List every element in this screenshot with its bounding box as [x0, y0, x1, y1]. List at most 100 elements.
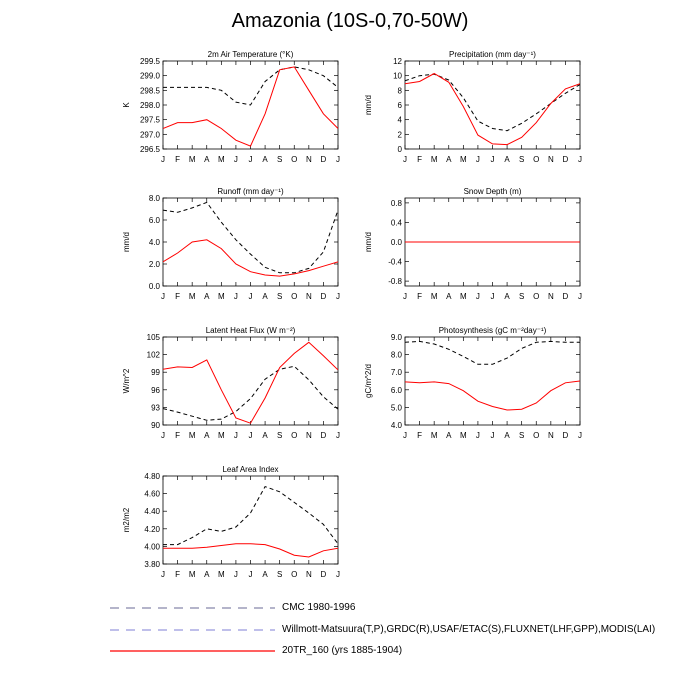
panel-1-ytick-label: 296.5: [140, 145, 161, 154]
panel-3-xtick-label: F: [175, 292, 180, 301]
panel-2-ytick-label: 10: [393, 72, 402, 81]
panel-7-ytick-label: 4.60: [144, 490, 160, 499]
panel-3-xtick-label: D: [321, 292, 327, 301]
panel-3-ytick-label: 6.0: [149, 216, 161, 225]
panel-7-ytick-label: 4.40: [144, 507, 160, 516]
panel-1-xtick-label: A: [262, 155, 268, 164]
panel-6-xtick-label: M: [431, 431, 438, 440]
panel-7-xtick-label: J: [234, 570, 238, 579]
panel-1-ytick-label: 299.5: [140, 57, 161, 66]
panel-2-xtick-label: F: [417, 155, 422, 164]
panel-4-xtick-label: A: [504, 292, 510, 301]
panel-4-xtick-label: A: [446, 292, 452, 301]
panel-4-xtick-label: M: [431, 292, 438, 301]
panel-6-title: Photosynthesis (gC m⁻²day⁻¹): [439, 326, 547, 335]
panel-4-xtick-label: J: [491, 292, 495, 301]
figure-title: Amazonia (10S-0,70-50W): [231, 10, 469, 32]
panel-2-xtick-label: J: [403, 155, 407, 164]
panel-3-xtick-label: J: [161, 292, 165, 301]
panel-3-frame: [162, 197, 339, 287]
panel-1-xtick-label: F: [175, 155, 180, 164]
panel-1-xtick-label: J: [161, 155, 165, 164]
panel-3-ytick-label: 0.0: [149, 282, 161, 291]
panel-7-ylabel: m2/m2: [122, 507, 131, 532]
panel-3-xtick-label: O: [291, 292, 297, 301]
panel-7-series-model: [163, 543, 338, 558]
legend-label-observations: Willmott-Matsuura(T,P),GRDC(R),USAF/ETAC…: [282, 624, 656, 635]
panel-3-xtick-label: M: [218, 292, 225, 301]
panel-7-ytick-label: 4.80: [144, 472, 160, 481]
panel-4-xtick-label: J: [578, 292, 582, 301]
panel-6-xtick-label: O: [533, 431, 539, 440]
charts-canvas: 2m Air Temperature (°K)296.5297.0297.529…: [122, 50, 582, 579]
legend-swatch-observations: [110, 629, 275, 631]
panel-6-ytick-label: 8.0: [391, 351, 403, 360]
panel-2-ytick-label: 12: [393, 57, 402, 66]
panel-4-xtick-label: O: [533, 292, 539, 301]
panel-3-ytick-label: 8.0: [149, 194, 161, 203]
panel-7-series-observed: [163, 485, 338, 546]
panel-3-ytick-label: 4.0: [149, 238, 161, 247]
panel-6-xtick-label: J: [491, 431, 495, 440]
panel-3-xtick-label: S: [277, 292, 282, 301]
panel-1-xtick-label: N: [306, 155, 312, 164]
panel-6-xtick-label: A: [446, 431, 452, 440]
panel-1-xtick-label: J: [336, 155, 340, 164]
panel-6-ytick-label: 7.0: [391, 368, 403, 377]
panel-6-xtick-label: M: [460, 431, 467, 440]
panel-5-ytick-label: 102: [147, 351, 161, 360]
panel-3-xtick-label: N: [306, 292, 312, 301]
panel-2-xtick-label: M: [460, 155, 467, 164]
panel-5-title: Latent Heat Flux (W m⁻²): [206, 326, 296, 335]
panel-2-title: Precipitation (mm day⁻¹): [449, 50, 536, 59]
panel-2-xtick-label: S: [519, 155, 524, 164]
panel-7-xtick-label: D: [321, 570, 327, 579]
panel-2-ytick-label: 6: [398, 101, 403, 110]
legend-label-model: 20TR_160 (yrs 1885-1904): [282, 645, 403, 656]
panel-2-xtick-label: N: [548, 155, 554, 164]
panel-4-xtick-label: N: [548, 292, 554, 301]
panel-6-series-observed: [405, 340, 580, 365]
panel-6-ytick-label: 9.0: [391, 333, 403, 342]
panel-2-xtick-label: D: [563, 155, 569, 164]
panel-3-ytick-label: 2.0: [149, 260, 161, 269]
panel-7-ytick-label: 4.00: [144, 542, 160, 551]
panel-4-xtick-label: D: [563, 292, 569, 301]
panel-2-xtick-label: A: [504, 155, 510, 164]
panel-3-title: Runoff (mm day⁻¹): [217, 187, 284, 196]
panel-7-title: Leaf Area Index: [222, 465, 278, 474]
panel-4-ytick-label: 0.0: [391, 238, 403, 247]
panel-7-xtick-label: O: [291, 570, 297, 579]
panel-6-xtick-label: S: [519, 431, 524, 440]
panel-4-title: Snow Depth (m): [464, 187, 522, 196]
panel-3-series-model: [163, 239, 338, 277]
panel-6-xtick-label: A: [504, 431, 510, 440]
panel-7-xtick-label: A: [204, 570, 210, 579]
panel-7-xtick-label: F: [175, 570, 180, 579]
panel-2-xtick-label: O: [533, 155, 539, 164]
panel-6-xtick-label: D: [563, 431, 569, 440]
panel-2-ylabel: mm/d: [364, 95, 373, 115]
panel-5-xtick-label: M: [218, 431, 225, 440]
panel-5-ytick-label: 93: [151, 403, 160, 412]
panel-7-xtick-label: J: [249, 570, 253, 579]
panel-1-ytick-label: 298.0: [140, 101, 161, 110]
panel-1-ytick-label: 299.0: [140, 72, 161, 81]
panel-2-xtick-label: J: [491, 155, 495, 164]
panel-3-xtick-label: A: [262, 292, 268, 301]
panel-1-xtick-label: J: [249, 155, 253, 164]
panel-4-ytick-label: 0.8: [391, 199, 403, 208]
panel-5-ytick-label: 99: [151, 368, 160, 377]
panel-6-frame: [404, 336, 581, 426]
panel-5-xtick-label: O: [291, 431, 297, 440]
panel-6-xtick-label: J: [403, 431, 407, 440]
panel-7-xtick-label: M: [189, 570, 196, 579]
panel-1-xtick-label: S: [277, 155, 282, 164]
panel-4-xtick-label: M: [460, 292, 467, 301]
panel-6-ytick-label: 5.0: [391, 403, 403, 412]
panel-6-series-model: [405, 380, 580, 411]
panel-5-xtick-label: N: [306, 431, 312, 440]
panel-4-ytick-label: -0.4: [388, 258, 402, 267]
panel-7-ytick-label: 4.20: [144, 525, 160, 534]
panel-1-xtick-label: A: [204, 155, 210, 164]
